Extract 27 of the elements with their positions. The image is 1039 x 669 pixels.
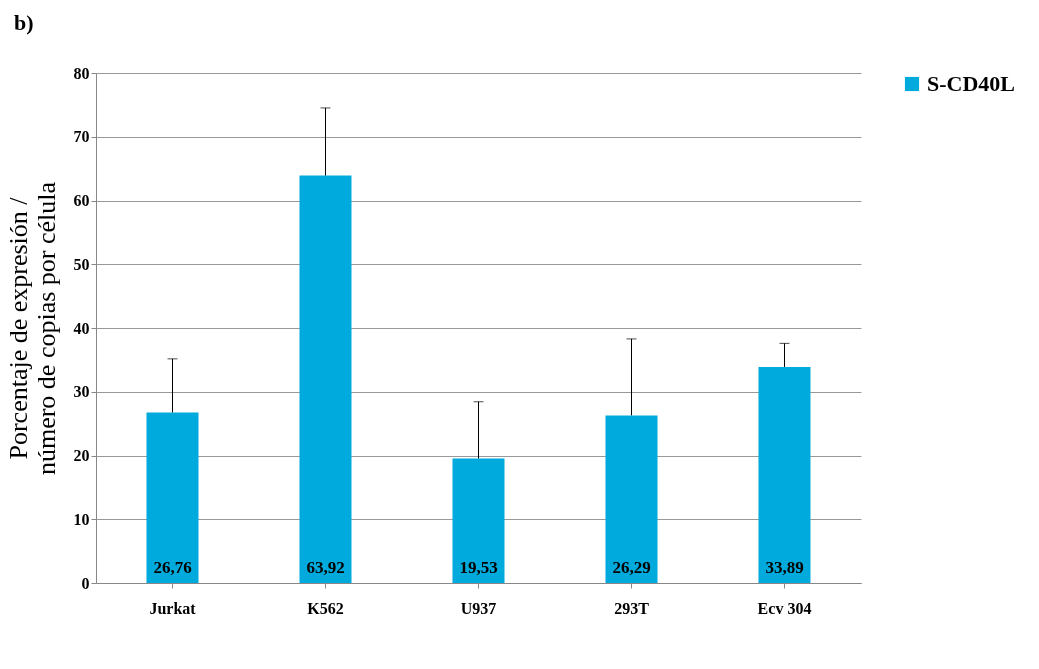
y-tick-label: 20	[73, 447, 90, 464]
bar	[146, 412, 199, 583]
x-tick-label: Jurkat	[149, 599, 197, 617]
y-axis-title: Porcentaje de expresión / número de copias por célula	[3, 181, 61, 476]
text: b)	[14, 10, 34, 36]
x-tick-label: 293T	[614, 599, 650, 617]
y-tick-label: 70	[73, 128, 90, 146]
y-tick-label: 50	[73, 255, 90, 273]
y-tick-label: 80	[73, 64, 90, 82]
data-label: 33,89	[765, 558, 804, 577]
x-tick-label: K562	[307, 599, 344, 617]
y-tick-label: 40	[73, 319, 90, 337]
data-label: 26,29	[612, 558, 651, 577]
data-label: 26,76	[153, 558, 192, 577]
y-tick-label: 30	[73, 383, 90, 401]
bar	[299, 175, 352, 583]
bar	[605, 415, 658, 583]
y-tick-label: 60	[73, 192, 90, 209]
data-label: 63,92	[306, 558, 345, 577]
data-label: 19,53	[459, 558, 498, 577]
legend-label: S-CD40L	[927, 71, 1016, 96]
x-tick-label: U937	[460, 599, 497, 617]
bar	[452, 458, 505, 583]
y-tick-label: 0	[81, 574, 90, 592]
y-tick-label: 10	[73, 510, 90, 528]
x-tick-label: Ecv 304	[757, 599, 812, 617]
bar	[758, 366, 811, 583]
